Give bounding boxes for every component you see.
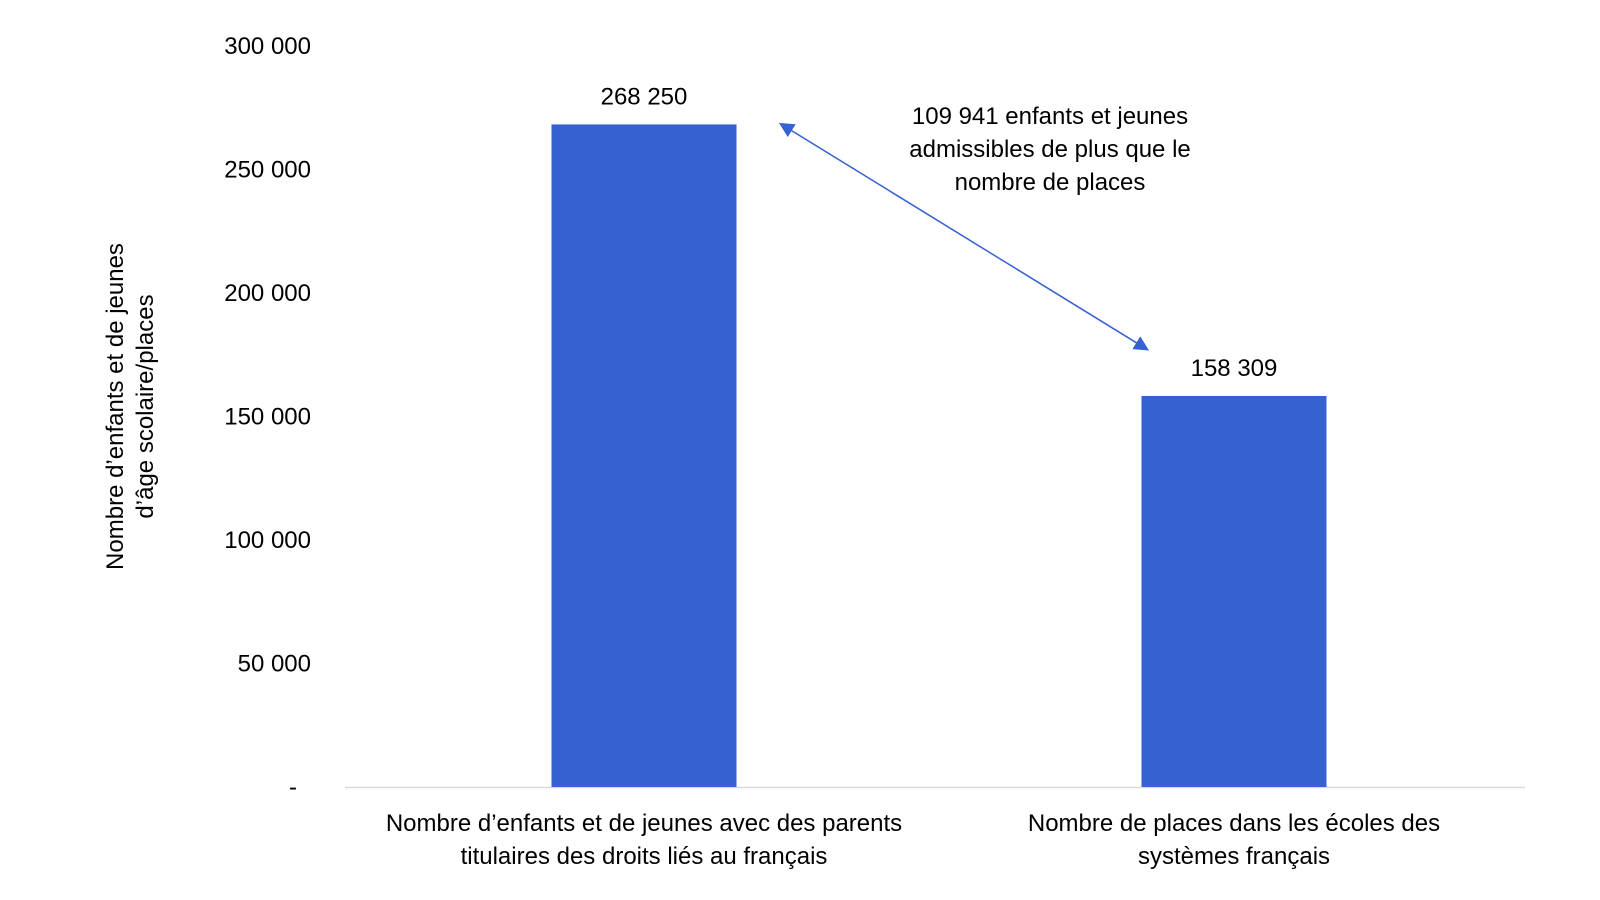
x-category-label-line: Nombre d’enfants et de jeunes avec des p… <box>386 810 902 837</box>
y-tick-label: - <box>289 774 297 801</box>
annotation-line: nombre de places <box>955 169 1146 196</box>
y-axis-title-line: Nombre d’enfants et de jeunes <box>102 243 129 570</box>
y-tick-label: 200 000 <box>224 280 311 307</box>
x-category-label-line: systèmes français <box>1138 843 1330 870</box>
y-tick-label: 250 000 <box>224 157 311 184</box>
bar-value-label: 268 250 <box>601 83 688 110</box>
difference-arrow <box>778 122 1150 351</box>
x-axis-category-labels: Nombre d’enfants et de jeunes avec des p… <box>386 810 1440 870</box>
x-category-label-line: Nombre de places dans les écoles des <box>1028 810 1440 837</box>
difference-annotation: 109 941 enfants et jeunes admissibles de … <box>909 103 1191 196</box>
y-tick-label: 50 000 <box>238 651 311 678</box>
annotation-line: 109 941 enfants et jeunes <box>912 103 1188 130</box>
x-category-label: Nombre d’enfants et de jeunes avec des p… <box>386 810 902 870</box>
bars <box>551 124 1327 788</box>
y-tick-label: 100 000 <box>224 527 311 554</box>
data-labels: 268 250 158 309 <box>601 83 1278 382</box>
y-axis-title-line: d’âge scolaire/places <box>132 294 159 518</box>
bar <box>551 124 737 788</box>
y-tick-label: 150 000 <box>224 404 311 431</box>
x-category-label: Nombre de places dans les écoles des syst… <box>1028 810 1440 870</box>
bar <box>1141 395 1327 787</box>
y-axis-title: Nombre d’enfants et de jeunes d’âge scola… <box>102 243 159 570</box>
y-tick-label: 300 000 <box>224 33 311 60</box>
annotation-line: admissibles de plus que le <box>909 136 1191 163</box>
y-axis-ticks: - 50 000 100 000 150 000 200 000 250 000 300 0… <box>224 33 311 801</box>
x-category-label-line: titulaires des droits liés au français <box>461 843 828 870</box>
bar-value-label: 158 309 <box>1191 355 1278 382</box>
